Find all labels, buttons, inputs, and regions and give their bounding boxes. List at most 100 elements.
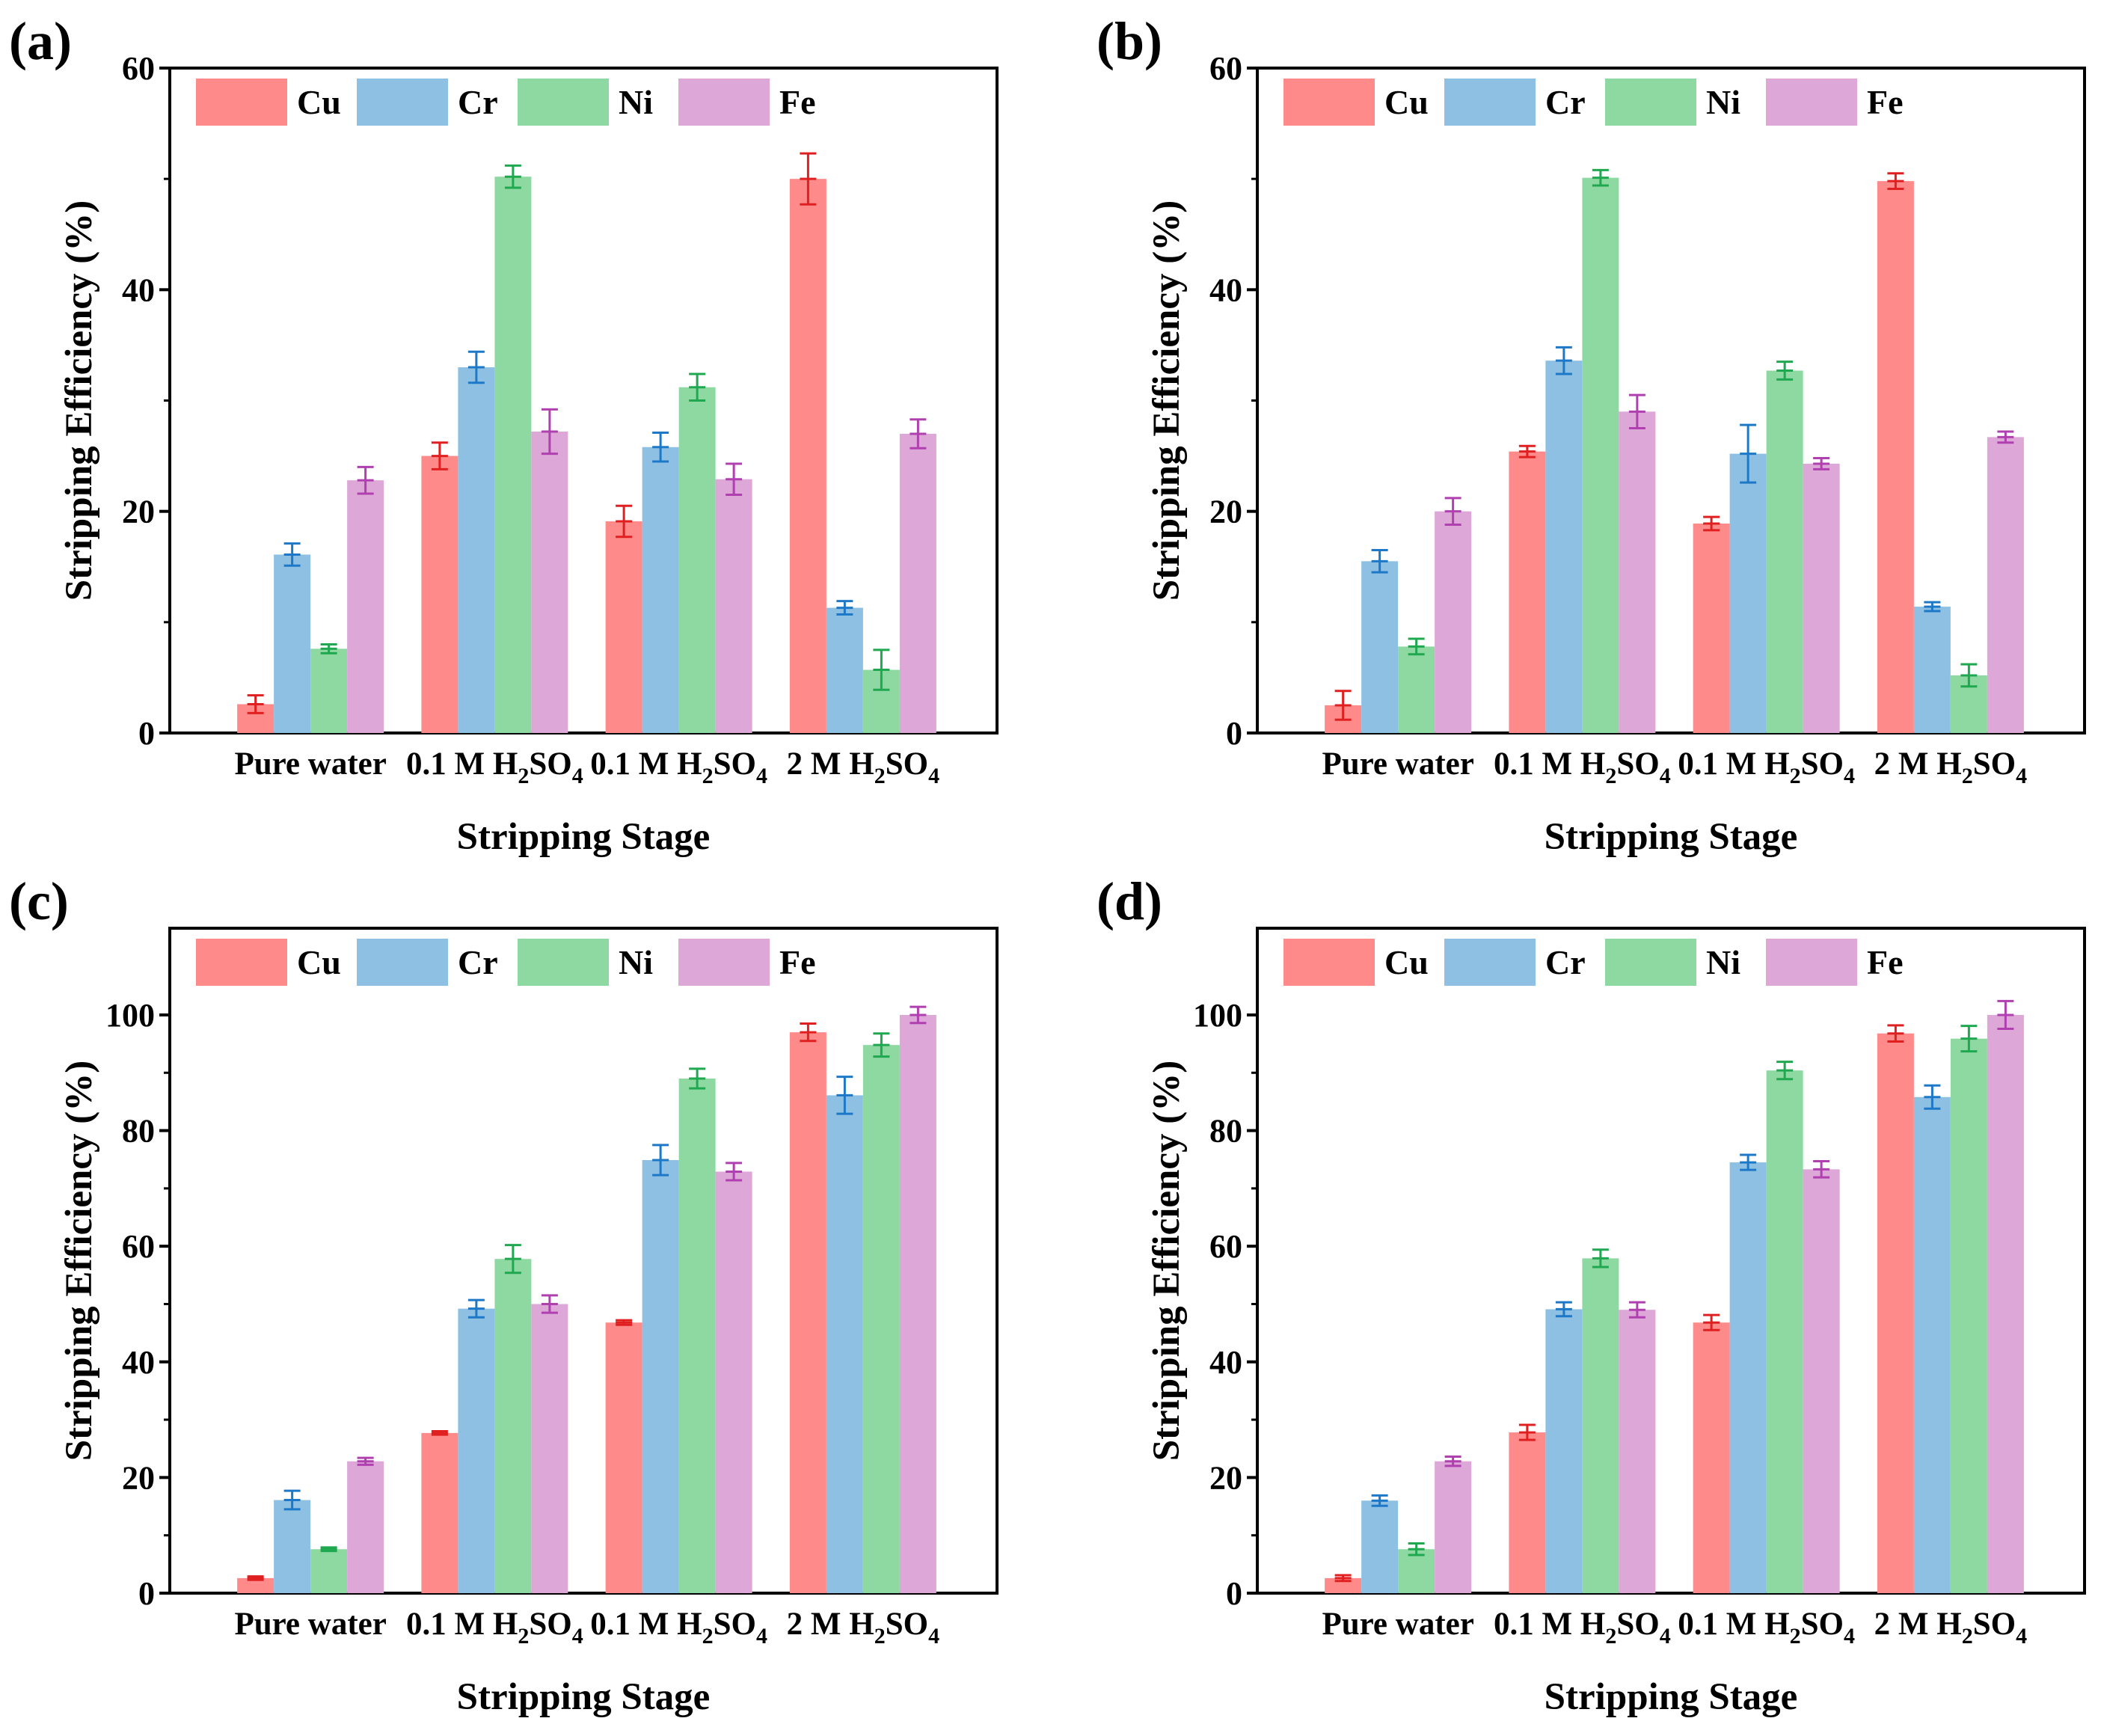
- bar-ni: [1766, 1070, 1803, 1593]
- y-tick-label: 60: [1209, 1228, 1242, 1265]
- bar-ni: [1398, 646, 1435, 733]
- bar-cr: [458, 1308, 495, 1593]
- bar-cr: [826, 1095, 863, 1593]
- bar-cu: [1877, 181, 1914, 733]
- bar-ni: [310, 648, 348, 733]
- x-tick-label: 0.1 M H2SO4: [1494, 1607, 1671, 1648]
- y-tick-label: 80: [1209, 1113, 1242, 1150]
- bar-cu: [1325, 1577, 1362, 1593]
- x-axis-title: Stripping Stage: [1545, 816, 1798, 858]
- legend-swatch-ni: [518, 79, 609, 126]
- y-axis-title: Stripping Efficiency (%): [58, 200, 100, 601]
- bar-ni: [1398, 1549, 1435, 1593]
- legend-label-cr: Cr: [1545, 943, 1586, 981]
- x-tick-label: 2 M H2SO4: [1874, 1607, 2027, 1648]
- x-tick-label: Pure water: [1322, 746, 1473, 782]
- bar-ni: [678, 387, 716, 733]
- bar-cr: [1913, 607, 1951, 733]
- bar-cu: [1509, 451, 1546, 733]
- panel-label: (a): [9, 11, 72, 71]
- legend-label-cu: Cu: [1384, 83, 1429, 121]
- chart-panel-2: 0 20 40 60 80 100 Pure water 0.1 M H2SO4 0.1 M H…: [9, 871, 999, 1718]
- plot-frame: [1256, 927, 2086, 1595]
- y-tick-label: 20: [122, 1459, 155, 1496]
- bar-fe: [531, 1304, 568, 1593]
- bar-cr: [1361, 1500, 1399, 1593]
- legend-swatch-ni: [1605, 79, 1696, 126]
- legend-swatch-fe: [1766, 79, 1857, 126]
- bar-cu: [1693, 523, 1730, 733]
- y-axis-title: Stripping Efficiency (%): [1146, 200, 1188, 601]
- bar-cr: [458, 367, 495, 733]
- bar-cr: [1729, 1162, 1767, 1593]
- x-tick-label: Pure water: [234, 746, 386, 782]
- legend-label-ni: Ni: [619, 83, 653, 121]
- legend-swatch-cu: [196, 79, 287, 126]
- chart-panel-3: 0 20 40 60 80 100 Pure water 0.1 M H2SO4 0.1 M H…: [1096, 871, 2086, 1718]
- legend-label-ni: Ni: [619, 943, 653, 981]
- bar-fe: [1435, 511, 1472, 733]
- y-tick-label: 20: [1209, 1459, 1242, 1496]
- legend-label-cu: Cu: [297, 943, 341, 981]
- panel-label: (b): [1096, 11, 1162, 71]
- legend-label-fe: Fe: [1867, 83, 1904, 121]
- y-tick-label: 0: [1226, 1575, 1242, 1612]
- bar-cr: [274, 1500, 311, 1593]
- legend-swatch-cr: [357, 939, 448, 986]
- legend-label-fe: Fe: [779, 83, 816, 121]
- x-tick-label: 0.1 M H2SO4: [590, 1607, 767, 1648]
- bar-cu: [605, 1322, 642, 1593]
- y-tick-label: 40: [122, 272, 155, 308]
- bar-cu: [237, 1577, 274, 1593]
- bar-ni: [494, 177, 532, 733]
- legend-label-cr: Cr: [1545, 83, 1586, 121]
- legend-swatch-ni: [1605, 939, 1696, 986]
- bar-fe: [1803, 1169, 1840, 1593]
- legend-label-fe: Fe: [1867, 943, 1904, 981]
- bar-fe: [347, 480, 384, 733]
- panel-label: (d): [1096, 871, 1162, 931]
- bar-ni: [494, 1259, 532, 1593]
- bar-fe: [899, 433, 936, 733]
- x-tick-label: 2 M H2SO4: [1874, 746, 2027, 788]
- y-tick-label: 40: [122, 1344, 155, 1381]
- legend-swatch-cr: [1444, 939, 1536, 986]
- legend-label-fe: Fe: [779, 943, 816, 981]
- y-tick-label: 80: [122, 1113, 155, 1150]
- x-tick-label: Pure water: [234, 1607, 386, 1642]
- bar-ni: [310, 1549, 348, 1593]
- bar-cu: [1693, 1322, 1730, 1593]
- y-tick-label: 0: [138, 1575, 155, 1612]
- bar-cr: [1545, 361, 1583, 733]
- x-axis-title: Stripping Stage: [1545, 1676, 1798, 1718]
- y-tick-label: 100: [1193, 997, 1242, 1034]
- bar-fe: [531, 431, 568, 733]
- y-tick-label: 20: [1209, 494, 1242, 530]
- legend-swatch-fe: [1766, 939, 1857, 986]
- bar-ni: [678, 1078, 716, 1593]
- bar-ni: [1766, 370, 1803, 733]
- x-axis-title: Stripping Stage: [457, 816, 711, 858]
- bar-ni: [1582, 1258, 1619, 1593]
- x-tick-label: 2 M H2SO4: [787, 1607, 939, 1648]
- legend-label-ni: Ni: [1706, 83, 1740, 121]
- x-tick-label: 0.1 M H2SO4: [406, 1607, 583, 1648]
- bar-fe: [347, 1461, 384, 1593]
- x-axis-title: Stripping Stage: [457, 1676, 711, 1718]
- bar-cr: [642, 1159, 679, 1593]
- bar-fe: [899, 1014, 936, 1593]
- legend-label-ni: Ni: [1706, 943, 1740, 981]
- x-tick-label: 0.1 M H2SO4: [406, 746, 583, 788]
- chart-panel-1: 0 20 40 60 Pure water 0.1 M H2SO4 0.1 M H2SO4 2…: [1096, 11, 2086, 858]
- bar-cu: [789, 179, 826, 733]
- bar-fe: [715, 1171, 752, 1593]
- bar-fe: [1987, 1014, 2024, 1593]
- y-tick-label: 40: [1209, 272, 1242, 308]
- plot-frame: [168, 927, 999, 1595]
- bar-cr: [642, 447, 679, 733]
- x-tick-label: 0.1 M H2SO4: [1494, 746, 1671, 788]
- y-tick-label: 60: [122, 1228, 155, 1265]
- bar-cr: [1729, 453, 1767, 733]
- legend-swatch-ni: [518, 939, 609, 986]
- panel-label: (c): [9, 871, 69, 931]
